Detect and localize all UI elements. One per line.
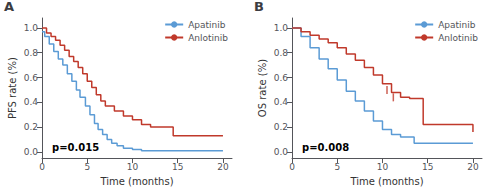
svg-text:Time (months): Time (months)	[99, 176, 173, 187]
svg-text:20: 20	[217, 162, 229, 172]
svg-text:15: 15	[172, 162, 183, 172]
svg-text:0.4: 0.4	[274, 97, 289, 107]
svg-text:0.6: 0.6	[24, 73, 39, 83]
svg-text:PFS rate (%): PFS rate (%)	[7, 57, 18, 119]
svg-text:Anlotinib: Anlotinib	[188, 33, 228, 43]
svg-text:0.2: 0.2	[274, 122, 288, 132]
svg-text:0.8: 0.8	[24, 48, 39, 58]
svg-text:0.0: 0.0	[24, 147, 39, 157]
svg-text:20: 20	[467, 162, 479, 172]
svg-text:0: 0	[289, 162, 295, 172]
svg-text:15: 15	[422, 162, 433, 172]
svg-text:0.2: 0.2	[24, 122, 38, 132]
svg-text:1.0: 1.0	[274, 23, 289, 33]
svg-text:5: 5	[334, 162, 340, 172]
svg-text:A: A	[4, 0, 14, 14]
svg-text:Apatinib: Apatinib	[438, 20, 476, 30]
svg-text:10: 10	[377, 162, 389, 172]
svg-text:p=0.015: p=0.015	[52, 142, 99, 153]
svg-text:Time (months): Time (months)	[349, 176, 423, 187]
svg-text:1.0: 1.0	[24, 23, 39, 33]
svg-text:0: 0	[39, 162, 45, 172]
svg-text:0.6: 0.6	[274, 73, 289, 83]
svg-text:5: 5	[84, 162, 90, 172]
svg-text:0.0: 0.0	[274, 147, 289, 157]
svg-text:0.8: 0.8	[274, 48, 289, 58]
svg-text:0.4: 0.4	[24, 97, 39, 107]
svg-text:OS rate (%): OS rate (%)	[257, 59, 268, 117]
svg-text:B: B	[254, 0, 264, 14]
svg-text:Apatinib: Apatinib	[188, 20, 226, 30]
svg-text:Anlotinib: Anlotinib	[438, 33, 478, 43]
svg-text:p=0.008: p=0.008	[302, 142, 349, 153]
svg-text:10: 10	[127, 162, 139, 172]
